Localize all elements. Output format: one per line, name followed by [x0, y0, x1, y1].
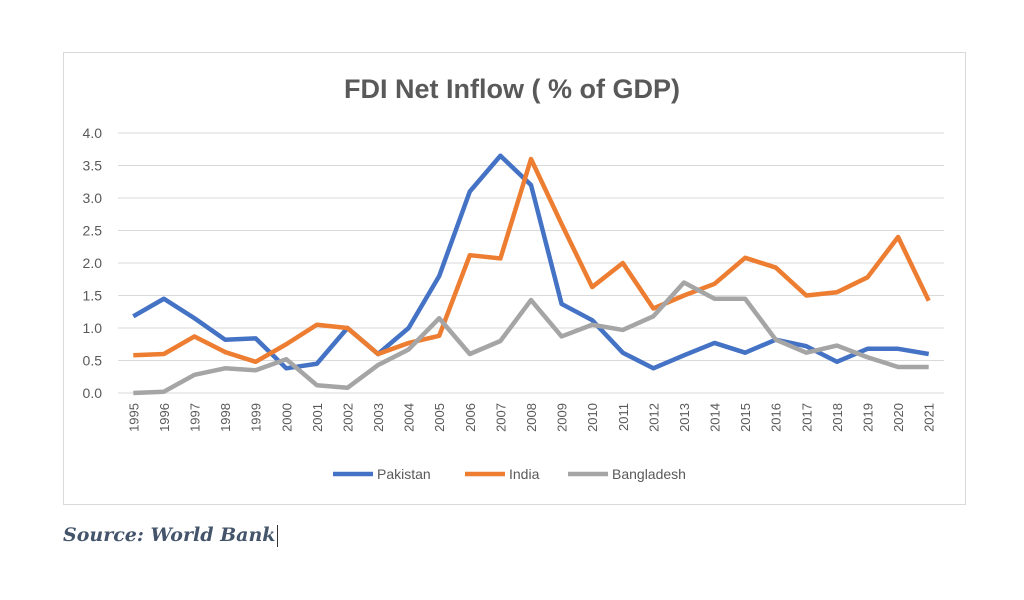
x-tick-label: 1995: [126, 403, 141, 432]
x-tick-label: 1999: [249, 403, 264, 432]
y-tick-label: 1.5: [83, 288, 103, 304]
x-tick-label: 1996: [157, 403, 172, 432]
x-tick-label: 2011: [616, 403, 631, 431]
x-tick-label: 1998: [218, 403, 233, 432]
y-tick-label: 0.5: [83, 353, 103, 369]
x-tick-label: 2017: [799, 403, 814, 432]
x-tick-label: 2003: [371, 403, 386, 432]
source-note: Source: World Bank: [63, 524, 279, 547]
x-tick-label: 2014: [708, 403, 723, 432]
x-tick-label: 2009: [555, 403, 570, 432]
legend-label: Pakistan: [377, 466, 431, 482]
y-tick-label: 4.0: [83, 125, 103, 141]
source-text: Source: World Bank: [63, 524, 276, 546]
legend-label: India: [509, 466, 540, 482]
x-tick-label: 2007: [493, 403, 508, 432]
x-tick-label: 2018: [830, 403, 845, 432]
x-tick-label: 2002: [340, 403, 355, 432]
y-tick-label: 2.5: [83, 223, 103, 239]
x-tick-label: 2013: [677, 403, 692, 432]
x-tick-label: 2008: [524, 403, 539, 432]
y-tick-label: 2.0: [83, 255, 103, 271]
x-tick-label: 2010: [585, 403, 600, 432]
x-tick-label: 2012: [646, 403, 661, 432]
x-tick-label: 2005: [432, 403, 447, 432]
x-tick-label: 2006: [463, 403, 478, 432]
x-tick-label: 2016: [769, 403, 784, 432]
y-tick-label: 1.0: [83, 320, 103, 336]
x-tick-label: 2021: [922, 403, 937, 432]
x-tick-label: 2020: [891, 403, 906, 432]
x-tick-label: 2004: [402, 403, 417, 432]
x-tick-label: 2001: [310, 403, 325, 432]
y-tick-label: 0.0: [83, 385, 103, 401]
x-tick-label: 2019: [861, 403, 876, 432]
series-line-pakistan: [132, 153, 930, 371]
y-tick-label: 3.5: [83, 158, 103, 174]
chart-title: FDI Net Inflow ( % of GDP): [344, 74, 680, 104]
y-tick-label: 3.0: [83, 190, 103, 206]
chart-frame: [63, 52, 966, 505]
x-tick-label: 2015: [738, 403, 753, 432]
x-tick-label: 2000: [279, 403, 294, 432]
x-tick-label: 1997: [187, 403, 202, 432]
legend-label: Bangladesh: [612, 466, 686, 482]
text-cursor: [277, 525, 279, 547]
